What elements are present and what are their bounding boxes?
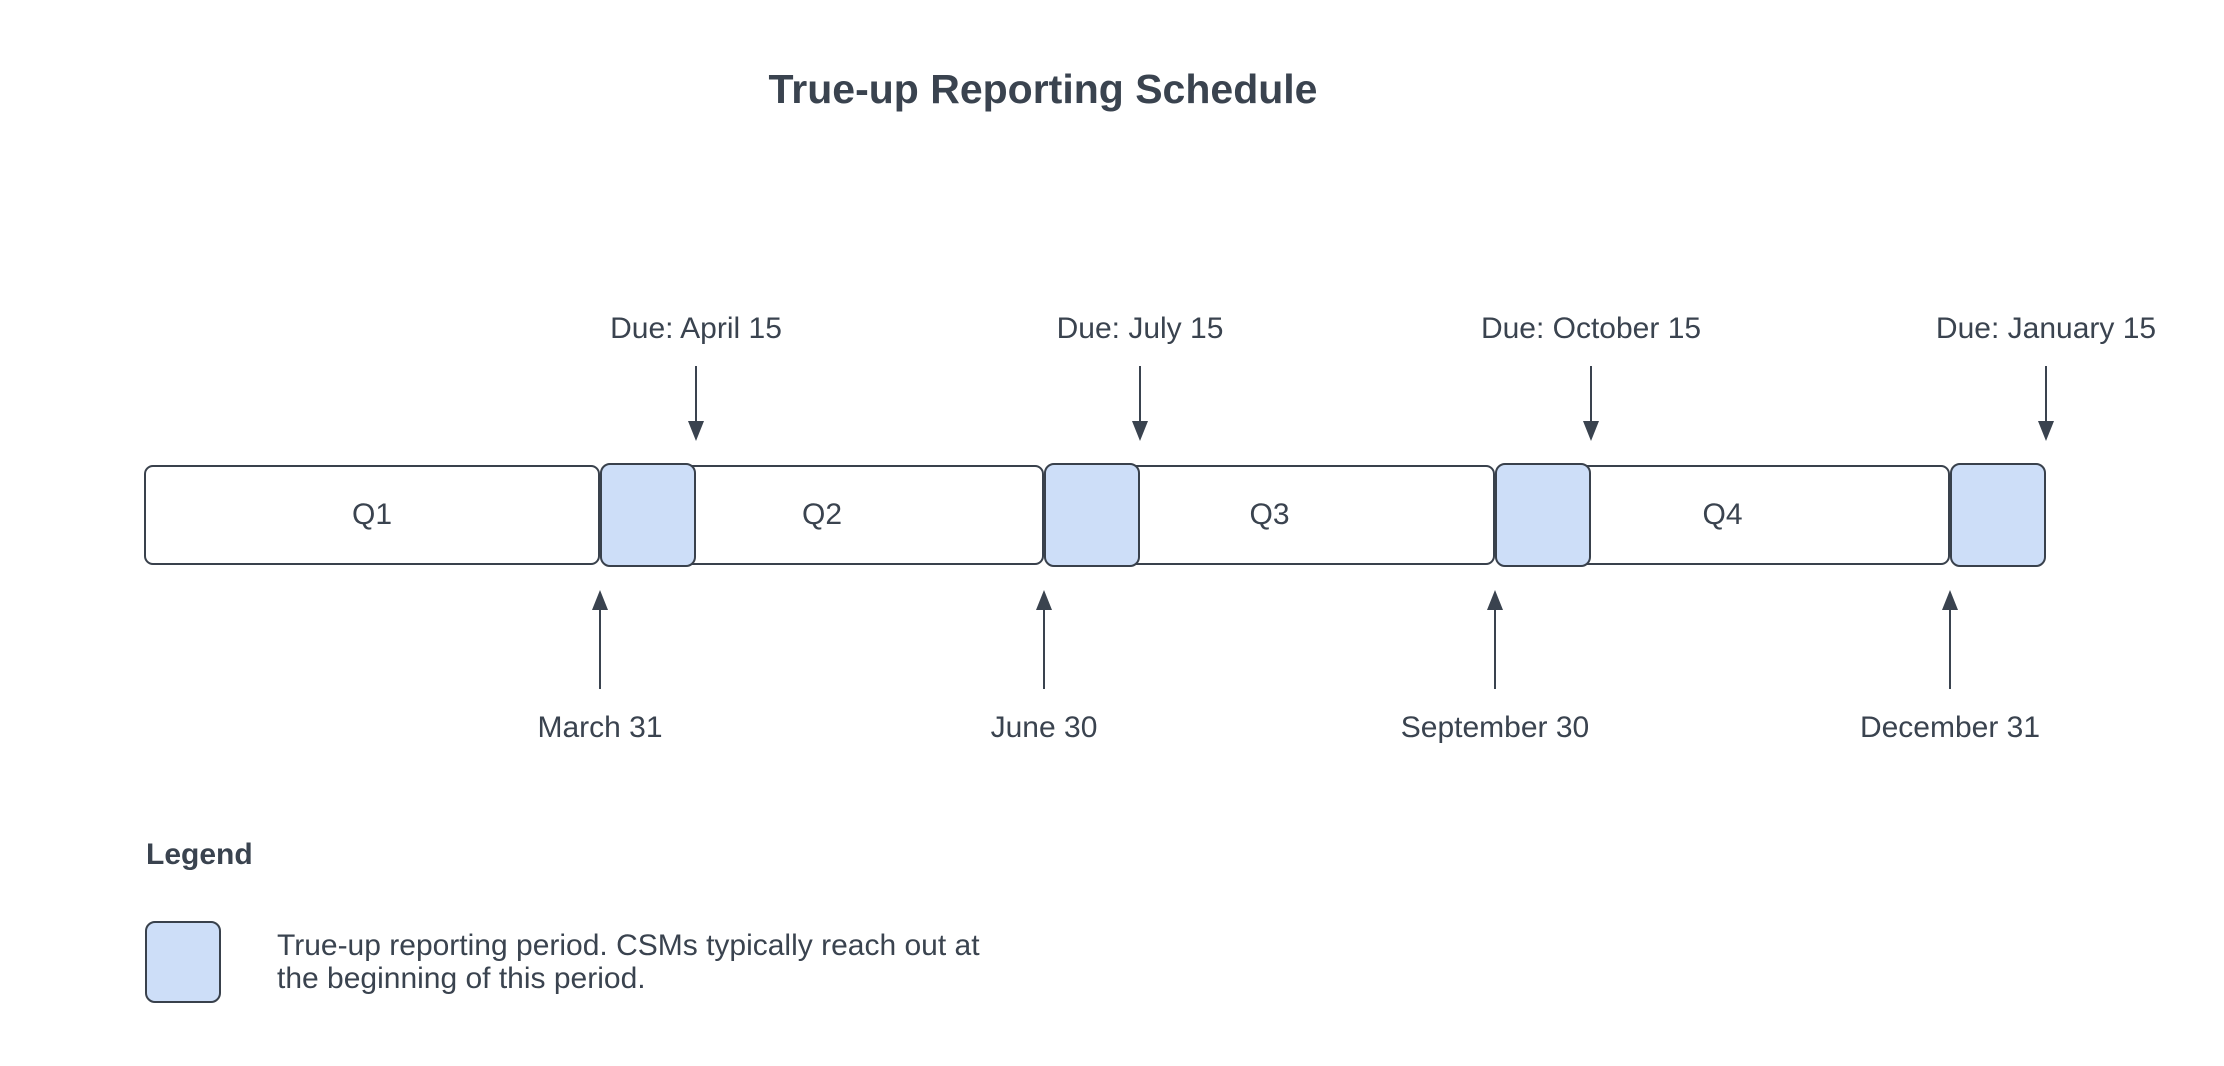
due-date-label: Due: January 15 xyxy=(1935,312,2157,345)
period-end-label: June 30 xyxy=(990,711,1098,744)
trueup-period-box xyxy=(1950,463,2046,567)
legend-description-line: the beginning of this period. xyxy=(277,962,646,995)
quarter-label: Q1 xyxy=(351,498,393,531)
trueup-period-box xyxy=(1044,463,1140,567)
due-date-label: Due: July 15 xyxy=(1056,312,1224,345)
quarter-box: Q1 xyxy=(144,465,600,565)
legend-description: True-up reporting period. CSMs typically… xyxy=(277,929,980,995)
due-date-label: Due: October 15 xyxy=(1480,312,1702,345)
quarter-label: Q3 xyxy=(1249,498,1290,531)
quarter-label: Q2 xyxy=(801,498,843,531)
trueup-period-box xyxy=(600,463,696,567)
quarter-label: Q4 xyxy=(1702,498,1743,531)
period-end-label: March 31 xyxy=(537,711,663,744)
legend-heading: Legend xyxy=(146,838,253,871)
diagram-title: True-up Reporting Schedule xyxy=(768,66,1318,112)
legend-swatch xyxy=(145,921,221,1003)
legend-description-line: True-up reporting period. CSMs typically… xyxy=(277,929,980,962)
trueup-period-box xyxy=(1495,463,1591,567)
due-date-label: Due: April 15 xyxy=(610,312,782,345)
period-end-label: September 30 xyxy=(1400,711,1590,744)
period-end-label: December 31 xyxy=(1859,711,2041,744)
